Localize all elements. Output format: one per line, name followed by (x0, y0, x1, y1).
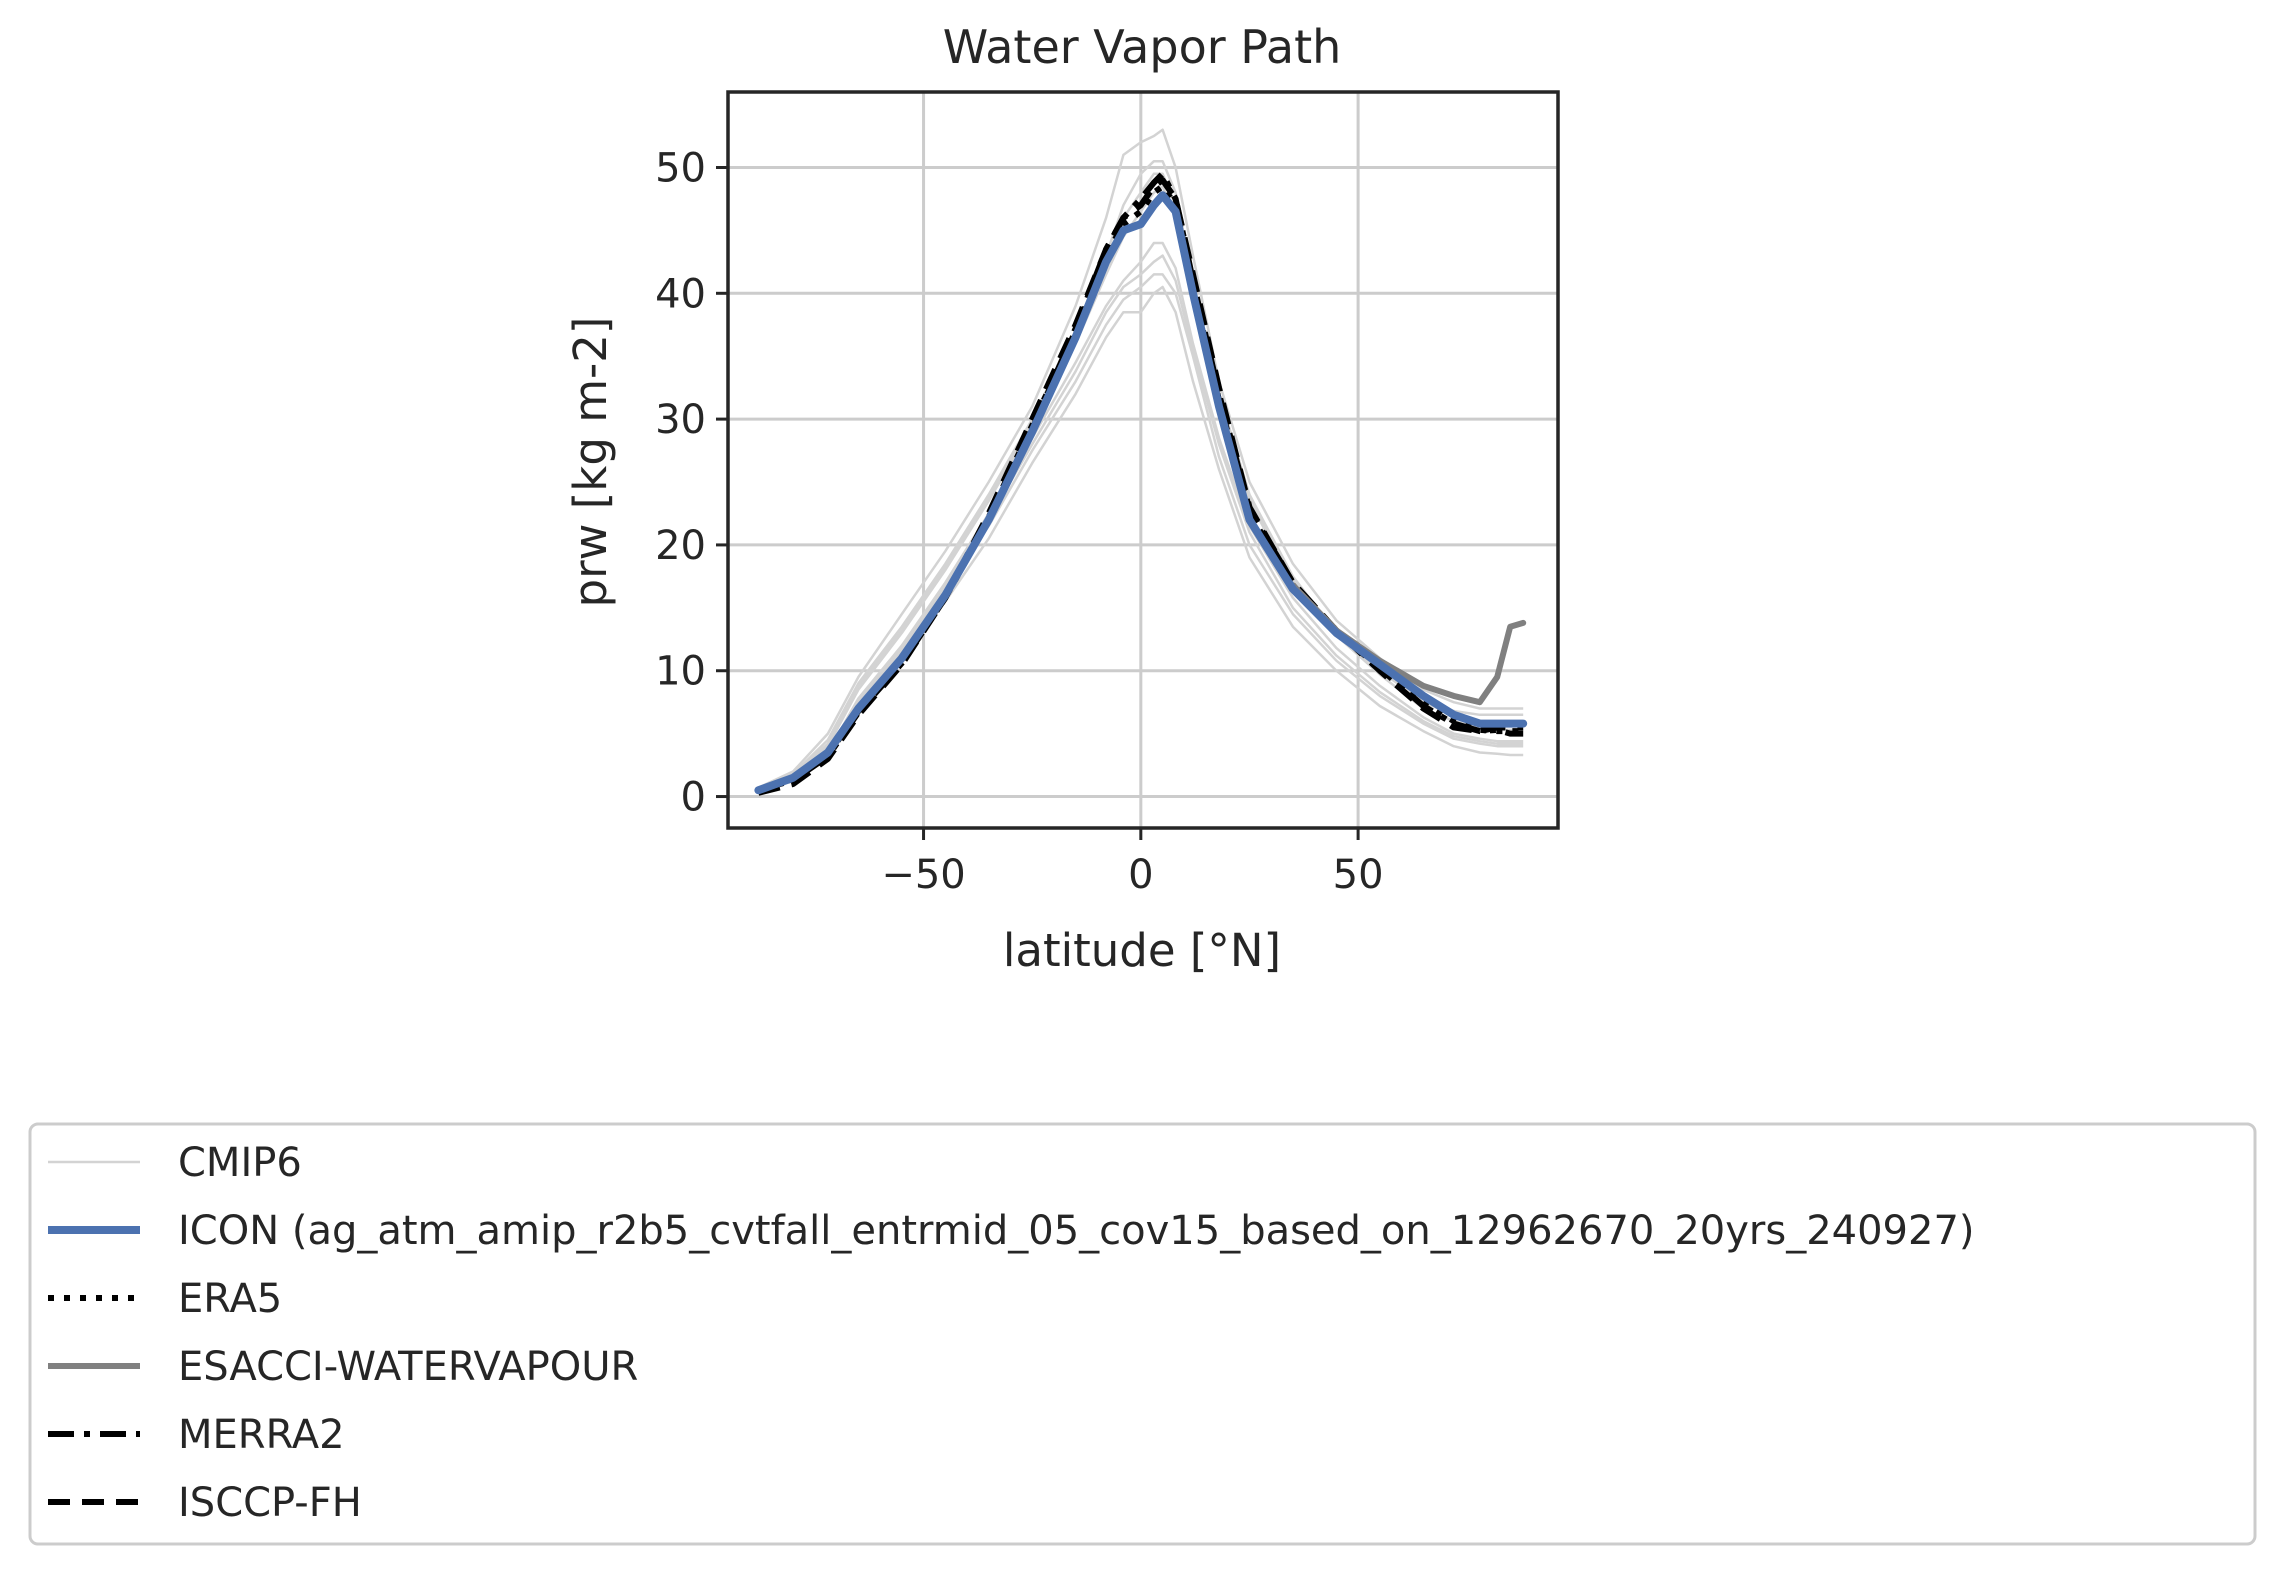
series-line-cmip6-member (758, 241, 1524, 792)
y-tick-label: 50 (655, 145, 706, 191)
x-tick-label: 0 (1128, 852, 1153, 898)
x-axis-label: latitude [°N] (1003, 924, 1281, 977)
y-tick-label: 30 (655, 397, 706, 443)
legend-label: MERRA2 (178, 1412, 345, 1458)
legend-label: ESACCI-WATERVAPOUR (178, 1344, 638, 1390)
y-axis-ticks: 0 10 20 30 40 50 (655, 145, 728, 821)
legend-label: ICON (ag_atm_amip_r2b5_cvtfall_entrmid_0… (178, 1208, 1975, 1254)
y-axis-label: prw [kg m-2] (564, 317, 617, 608)
legend-label: ISCCP-FH (178, 1480, 362, 1526)
x-tick-label: −50 (881, 852, 965, 898)
x-tick-label: 50 (1333, 852, 1384, 898)
y-tick-label: 20 (655, 523, 706, 569)
y-tick-label: 10 (655, 649, 706, 695)
chart-title: Water Vapor Path (943, 20, 1342, 74)
series-layer (754, 128, 1528, 796)
series-line-cmip6-member (758, 254, 1524, 792)
series-line-icon-ag-atm-amip-r2b5-cv (754, 191, 1528, 795)
plot-frame (726, 90, 1560, 830)
y-tick-label: 0 (681, 775, 706, 821)
legend-label: ERA5 (178, 1276, 282, 1322)
legend-frame (28, 1122, 2257, 1546)
y-tick-label: 40 (655, 271, 706, 317)
legend-label: CMIP6 (178, 1140, 302, 1186)
series-line-cmip6-member (757, 128, 1524, 789)
x-axis-ticks: −50 0 50 (881, 828, 1384, 898)
legend: CMIP6 ICON (ag_atm_amip_r2b5_cvtfall_entr… (28, 1122, 2257, 1546)
